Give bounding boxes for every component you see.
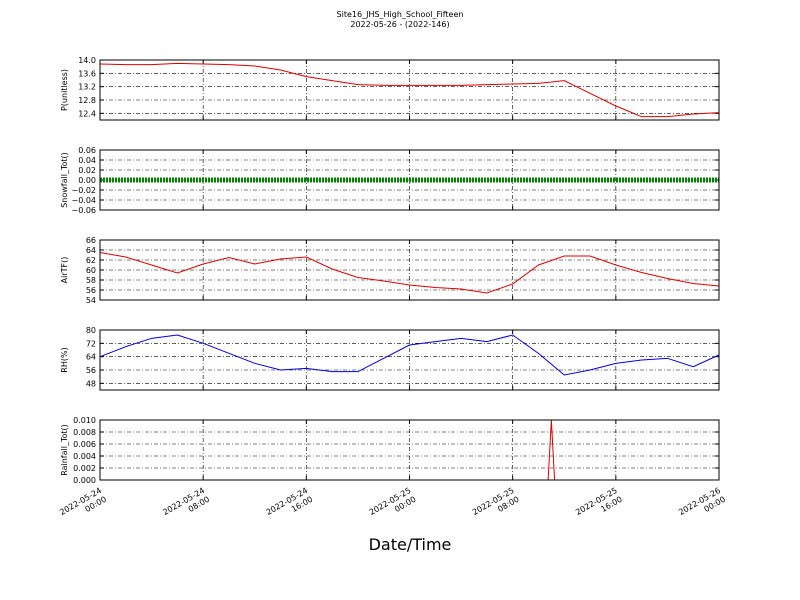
series-line [99,334,720,376]
y-axis-label: AirTF() [60,257,69,284]
y-tick-label: 66 [86,236,96,245]
plot-frame [99,419,720,481]
y-axis-label: Rainfall_Tot() [60,424,69,476]
y-axis-label: P(unitless) [60,69,69,111]
y-tick-label: 58 [86,276,96,285]
plot-frame [99,239,720,301]
y-tick-label: 60 [86,266,96,275]
y-tick-label: 62 [86,256,96,265]
plot-frame [99,329,720,391]
series-line [99,62,720,118]
y-tick-label: 64 [86,246,96,255]
y-tick-label: 0.004 [73,452,96,461]
y-tick-label: 0.000 [73,476,96,485]
y-axis-label: RH(%) [60,347,69,372]
y-tick-label: 80 [86,326,96,335]
y-tick-label: 14.0 [78,56,96,65]
y-tick-label: 64 [86,353,96,362]
y-tick-label: 12.4 [78,109,96,118]
y-tick-label: −0.06 [71,206,96,215]
plot-frame [99,59,720,121]
y-tick-label: 0.010 [73,416,96,425]
y-tick-label: −0.04 [71,196,96,205]
y-tick-label: 48 [86,379,96,388]
y-tick-label: 0.00 [78,176,96,185]
y-tick-label: 0.02 [78,166,96,175]
x-axis-label: Date/Time [369,535,452,554]
y-tick-label: −0.02 [71,186,96,195]
chart-title: Site16_JHS_High_School_Fifteen [337,10,464,19]
y-tick-label: 13.6 [78,69,96,78]
y-tick-label: 12.8 [78,96,96,105]
y-tick-label: 56 [86,366,96,375]
y-tick-label: 0.06 [78,146,96,155]
y-tick-label: 13.2 [78,83,96,92]
y-tick-label: 0.008 [73,428,96,437]
chart-subtitle: 2022-05-26 - (2022-146) [350,20,449,29]
y-tick-label: 0.002 [73,464,96,473]
y-tick-label: 0.04 [78,156,96,165]
y-tick-label: 72 [86,339,96,348]
y-tick-label: 56 [86,286,96,295]
series-line [99,252,720,294]
y-tick-label: 0.006 [73,440,96,449]
plot-frame [99,149,720,211]
y-axis-label: Snowfall_Tot() [60,152,69,208]
y-tick-label: 54 [86,296,96,305]
